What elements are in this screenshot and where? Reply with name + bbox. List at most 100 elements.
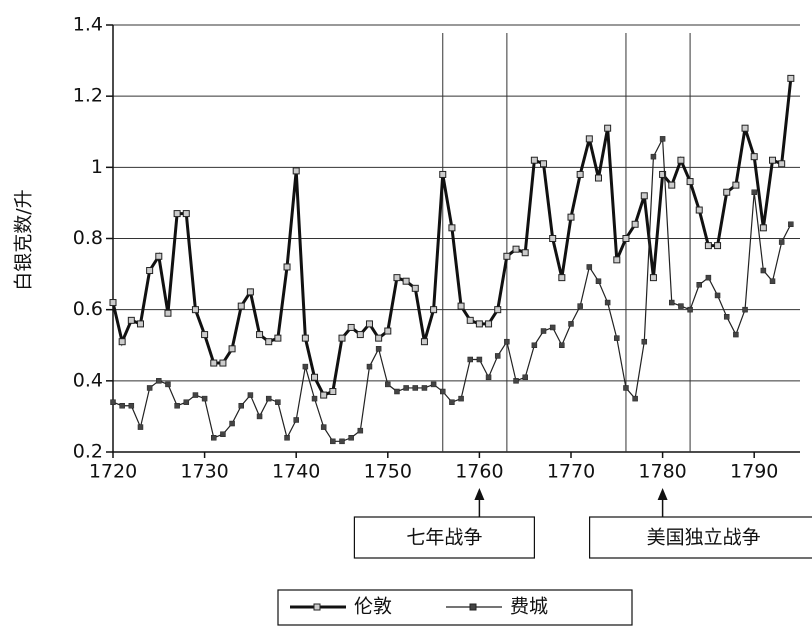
point <box>430 381 437 388</box>
point <box>531 342 538 348</box>
y-tick-label: 1.2 <box>73 85 103 107</box>
point <box>173 210 181 218</box>
point <box>631 220 639 228</box>
point <box>274 334 282 342</box>
point <box>211 435 217 441</box>
annotation-text: 美国独立战争 <box>647 527 761 549</box>
point <box>118 338 126 346</box>
annotation-box <box>353 516 535 559</box>
point <box>385 381 391 388</box>
point <box>466 316 474 324</box>
series-line <box>111 78 793 397</box>
point <box>613 256 621 264</box>
point <box>549 324 556 331</box>
point <box>220 431 226 437</box>
point <box>265 395 272 402</box>
arrow-head <box>657 488 668 500</box>
x-tick-label: 1750 <box>364 461 412 483</box>
point <box>759 224 767 232</box>
point <box>219 359 227 367</box>
point <box>311 373 319 381</box>
point <box>127 316 135 324</box>
point <box>788 221 794 228</box>
point <box>412 385 419 391</box>
legend-marker <box>313 603 321 611</box>
point <box>623 385 629 391</box>
point <box>109 299 117 307</box>
point <box>420 338 428 346</box>
point <box>311 395 318 402</box>
point <box>678 303 684 309</box>
point <box>136 320 144 328</box>
y-tick-label: 1 <box>91 156 103 178</box>
point <box>210 359 218 367</box>
point <box>393 274 401 282</box>
point <box>714 242 722 250</box>
point <box>567 213 575 221</box>
annotation-text: 七年战争 <box>406 527 482 549</box>
point <box>174 402 180 409</box>
point <box>695 206 703 214</box>
annotation-box <box>588 516 812 559</box>
point <box>577 303 583 309</box>
x-tick-label: 1770 <box>547 461 595 483</box>
point <box>787 74 795 82</box>
x-tick-label: 1760 <box>455 461 503 483</box>
point <box>778 239 785 245</box>
point <box>165 381 171 388</box>
point <box>320 391 328 399</box>
point <box>449 399 455 405</box>
point <box>650 153 657 160</box>
point <box>475 320 483 328</box>
point <box>330 438 336 445</box>
point <box>513 378 519 384</box>
point <box>347 323 355 331</box>
point <box>284 435 290 441</box>
point <box>558 274 566 282</box>
point <box>448 224 456 232</box>
point <box>402 277 410 285</box>
point <box>394 388 400 395</box>
point <box>659 170 667 178</box>
point <box>485 320 493 328</box>
point <box>686 178 694 186</box>
x-tick-label: 1720 <box>89 461 137 483</box>
point <box>723 314 730 320</box>
point <box>521 249 529 257</box>
point <box>705 274 712 281</box>
point <box>769 278 776 284</box>
point <box>348 435 354 441</box>
point <box>128 402 135 409</box>
point <box>365 320 373 328</box>
point <box>467 356 473 363</box>
y-tick-label: 0.8 <box>73 227 103 249</box>
point <box>110 399 116 405</box>
point <box>540 160 548 168</box>
point <box>293 417 299 423</box>
point <box>146 385 153 391</box>
point <box>292 167 300 175</box>
point <box>183 399 190 405</box>
x-tick-label: 1780 <box>638 461 686 483</box>
point <box>503 252 511 260</box>
point <box>760 267 767 274</box>
legend-box <box>277 589 633 626</box>
point <box>677 156 685 164</box>
point <box>512 245 520 253</box>
point <box>668 181 676 189</box>
y-tick-label: 0.4 <box>73 369 103 391</box>
y-tick-label: 0.2 <box>73 441 103 463</box>
x-tick-label: 1730 <box>180 461 228 483</box>
point <box>733 331 739 338</box>
point <box>669 299 675 306</box>
point <box>485 374 492 381</box>
point <box>704 242 712 250</box>
point <box>549 235 557 242</box>
point <box>228 345 236 353</box>
point <box>256 413 263 420</box>
point <box>338 334 346 342</box>
point <box>595 278 602 284</box>
point <box>504 338 510 345</box>
y-tick-label: 0.6 <box>73 298 103 320</box>
